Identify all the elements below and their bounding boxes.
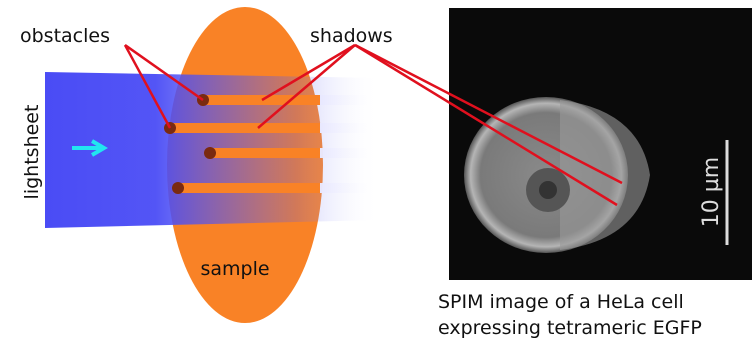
caption-line: SPIM image of a HeLa cell	[438, 291, 684, 313]
lightsheet-label: lightsheet	[21, 105, 43, 200]
shadows-label: shadows	[310, 25, 393, 47]
nucleolus	[539, 181, 557, 199]
caption-line: expressing tetrameric EGFP	[438, 317, 702, 339]
scale-label: 10 µm	[699, 157, 724, 227]
diagram: 10 µm obstacles shadows lightsheet sampl…	[0, 0, 755, 345]
sample-label: sample	[200, 258, 269, 280]
obstacles-label: obstacles	[20, 25, 110, 47]
